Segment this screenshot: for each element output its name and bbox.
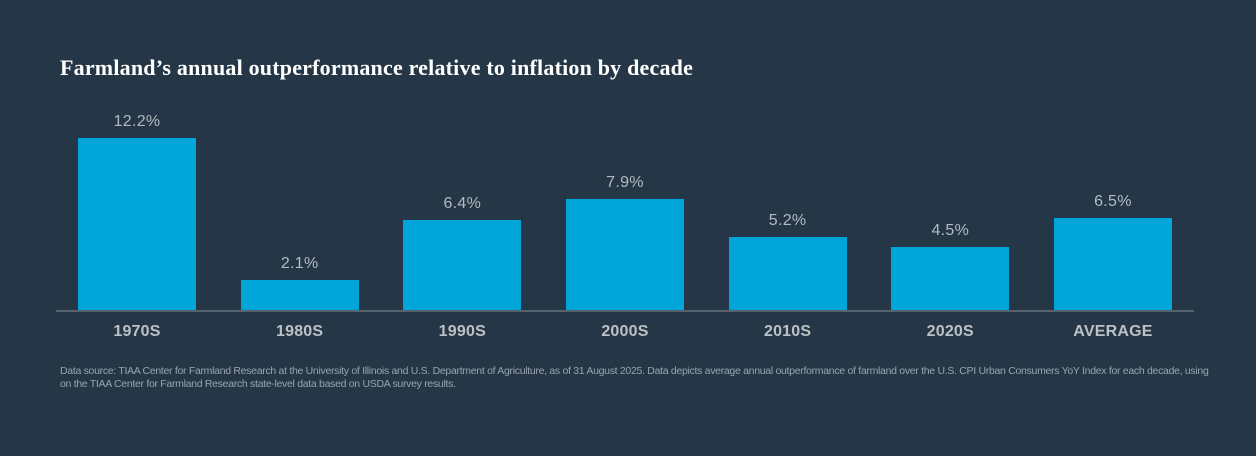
bar-value-label: 5.2% — [768, 212, 807, 229]
x-axis-line — [56, 310, 1194, 312]
bar-category-label: 2000S — [601, 323, 649, 340]
bar — [891, 247, 1010, 310]
bar-category-label: 1970S — [113, 323, 161, 340]
bar-value-label: 12.2% — [113, 113, 161, 130]
bar-column: 4.5% — [891, 221, 1010, 310]
footnote: Data source: TIAA Center for Farmland Re… — [60, 365, 1220, 391]
bar-value-label: 4.5% — [931, 222, 970, 239]
bar-category-label: AVERAGE — [1073, 323, 1153, 340]
bar-category-label: 1980S — [276, 323, 324, 340]
bar-value-label: 6.4% — [443, 195, 482, 212]
bar — [565, 199, 684, 310]
bar-column: 6.4% — [403, 194, 522, 310]
bar — [1053, 218, 1172, 310]
bar-column: 6.5% — [1053, 192, 1172, 310]
footnote-line-2: on the TIAA Center for Farmland Research… — [60, 378, 456, 390]
category-row: 1970S 1980S 1990S 2000S 2010S 2020S AVERAGE — [56, 323, 1194, 341]
bar-column: 7.9% — [565, 173, 684, 310]
bar-chart: 12.2% 2.1% 6.4% 7.9% 5.2% 4.5% 6.5% 1970S 1980S… — [56, 100, 1194, 341]
bar — [240, 280, 359, 310]
bar-category-label: 2010S — [763, 323, 812, 340]
bar — [78, 138, 196, 310]
bar-value-label: 2.1% — [280, 255, 319, 272]
bar-column: 12.2% — [78, 112, 196, 310]
bar-column: 2.1% — [240, 254, 359, 310]
bar-category-label: 2020S — [926, 323, 974, 340]
bar-value-label: 7.9% — [606, 174, 644, 191]
footnote-line-1: Data source: TIAA Center for Farmland Re… — [60, 365, 1209, 377]
bar-value-label: 6.5% — [1094, 193, 1132, 210]
bar-category-label: 1990S — [438, 323, 486, 340]
bar — [728, 237, 847, 310]
chart-title: Farmland’s annual outperformance relativ… — [60, 55, 694, 80]
bar-column: 5.2% — [728, 211, 847, 310]
bar — [403, 220, 522, 310]
plot-area: 12.2% 2.1% 6.4% 7.9% 5.2% 4.5% 6.5% — [56, 100, 1194, 310]
